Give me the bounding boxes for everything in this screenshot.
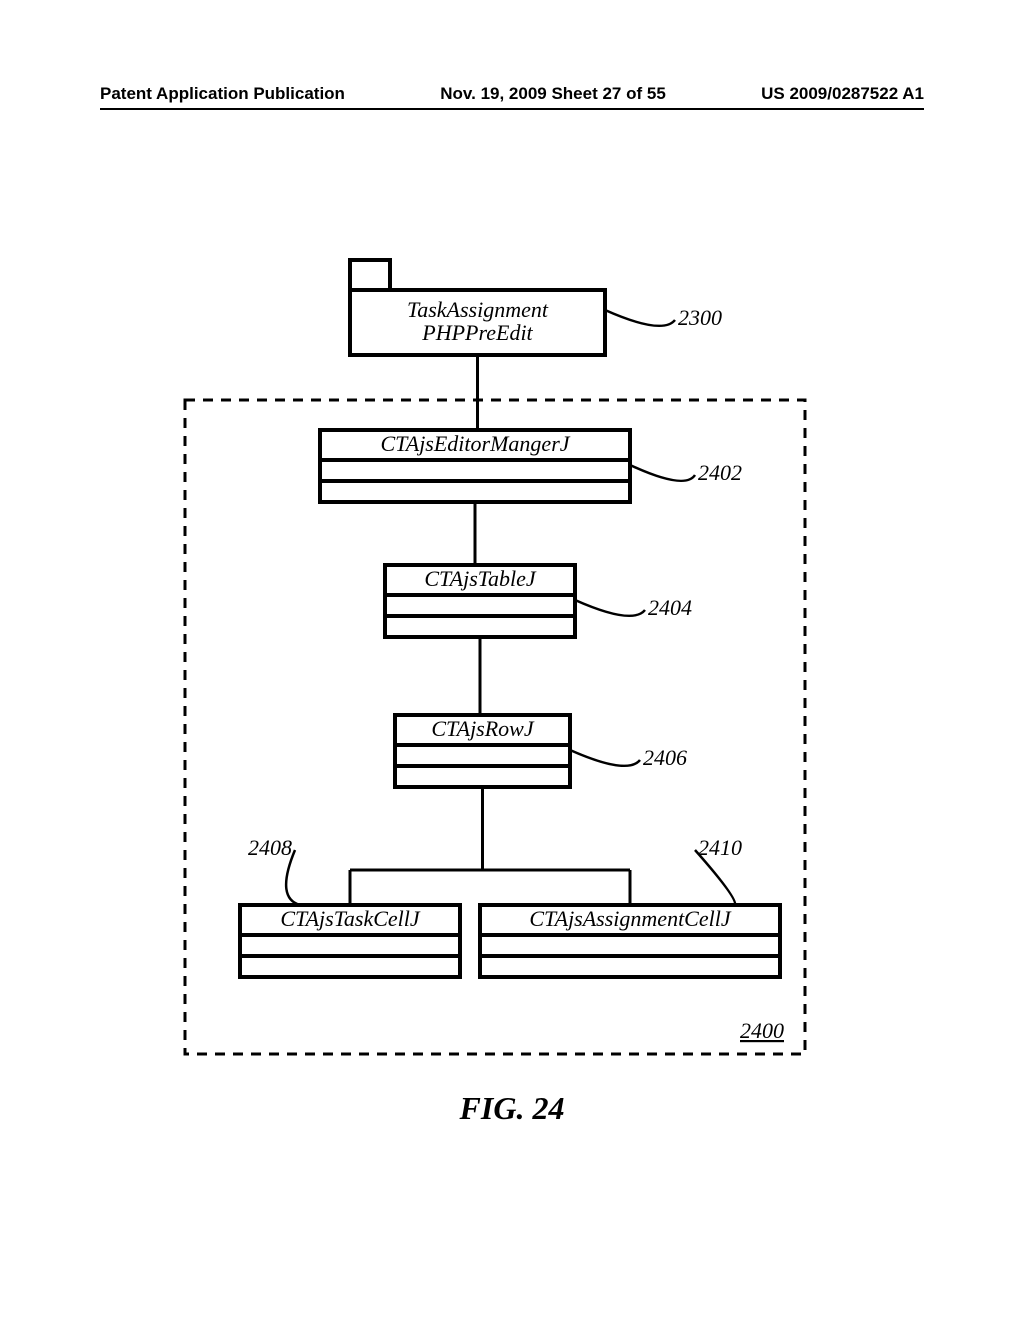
svg-text:PHPPreEdit: PHPPreEdit (421, 320, 533, 345)
svg-text:2406: 2406 (643, 745, 687, 770)
svg-text:2408: 2408 (248, 835, 292, 860)
figure-caption: FIG. 24 (0, 1090, 1024, 1127)
page: Patent Application Publication Nov. 19, … (0, 0, 1024, 1320)
uml-class-task_cell: CTAjsTaskCellJ 2408 (240, 835, 460, 977)
svg-text:2410: 2410 (698, 835, 742, 860)
svg-text:CTAjsTableJ: CTAjsTableJ (424, 566, 536, 591)
uml-class-task_assignment: TaskAssignmentPHPPreEdit 2300 (350, 260, 722, 355)
svg-text:2404: 2404 (648, 595, 692, 620)
uml-class-table: CTAjsTableJ 2404 (385, 565, 692, 637)
uml-class-assignment_cell: CTAjsAssignmentCellJ 2410 (480, 835, 780, 977)
svg-text:CTAjsAssignmentCellJ: CTAjsAssignmentCellJ (529, 906, 731, 931)
uml-class-row: CTAjsRowJ 2406 (395, 715, 687, 787)
svg-text:CTAjsTaskCellJ: CTAjsTaskCellJ (280, 906, 421, 931)
svg-text:2300: 2300 (678, 305, 722, 330)
svg-text:CTAjsEditorMangerJ: CTAjsEditorMangerJ (380, 431, 570, 456)
svg-text:2402: 2402 (698, 460, 742, 485)
svg-text:CTAjsRowJ: CTAjsRowJ (431, 716, 535, 741)
uml-class-editor_manager: CTAjsEditorMangerJ 2402 (320, 430, 742, 502)
svg-text:2400: 2400 (740, 1018, 784, 1043)
svg-text:TaskAssignment: TaskAssignment (407, 297, 549, 322)
